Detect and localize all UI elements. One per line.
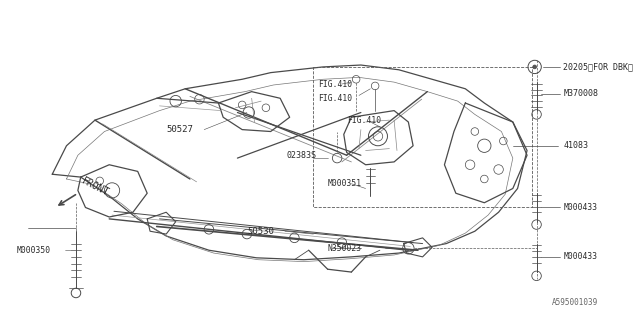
Text: M370008: M370008 [563,89,598,98]
Text: A595001039: A595001039 [552,298,598,307]
Text: M000350: M000350 [17,246,51,255]
Text: M000433: M000433 [563,252,597,261]
Text: 02383S: 02383S [287,151,317,160]
Text: M000351: M000351 [328,179,362,188]
Text: N350023: N350023 [328,244,362,253]
Text: 41083: 41083 [563,141,588,150]
Text: FIG.410: FIG.410 [318,80,352,89]
Text: 50530: 50530 [247,227,274,236]
Text: 50527: 50527 [166,125,193,134]
Text: FIG.410: FIG.410 [347,116,381,124]
Text: 20205〈FOR DBK〉: 20205〈FOR DBK〉 [563,62,633,71]
Text: FIG.410: FIG.410 [318,94,352,103]
Text: FRONT: FRONT [80,175,111,198]
Circle shape [532,65,536,69]
Text: M000433: M000433 [563,203,597,212]
